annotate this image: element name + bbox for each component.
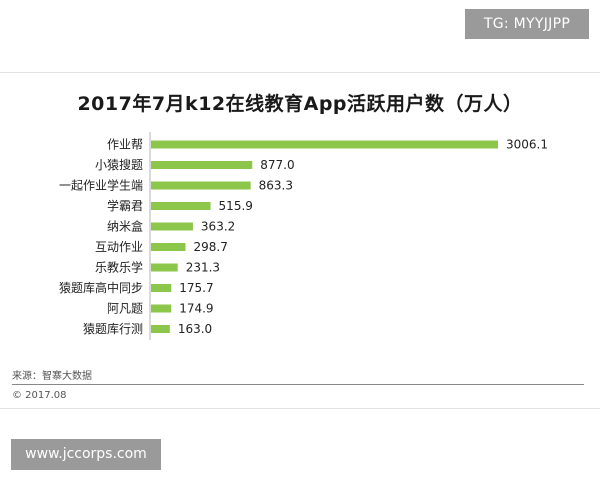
category-label: 一起作业学生端: [59, 178, 143, 193]
copyright-note: © 2017.08: [12, 390, 67, 401]
value-label: 515.9: [219, 199, 253, 213]
footer-divider: [12, 384, 584, 385]
category-label: 纳米盒: [107, 219, 143, 234]
value-label: 877.0: [260, 158, 294, 172]
value-label: 163.0: [178, 322, 212, 336]
category-label: 互动作业: [95, 240, 143, 254]
bar: [151, 202, 211, 210]
bar: [151, 284, 172, 292]
category-label: 阿凡题: [107, 302, 143, 316]
value-label: 231.3: [186, 261, 220, 275]
bar: [151, 161, 253, 169]
category-label: 猿题库行测: [83, 321, 143, 336]
source-note: 来源：智寨大数据: [12, 371, 92, 382]
bar: [151, 243, 186, 251]
category-label: 小猿搜题: [95, 157, 143, 172]
bar: [151, 263, 178, 272]
value-label: 863.3: [259, 179, 293, 193]
bar-chart: 作业帮 3006.1 小猿搜题 877.0 一起作业学生端 863.3 学霸君 515.9 纳米…: [59, 132, 548, 340]
value-label: 174.9: [179, 302, 213, 316]
category-label: 猿题库高中同步: [59, 280, 143, 295]
bar: [151, 222, 193, 231]
value-label: 298.7: [193, 240, 227, 254]
chart-card: [0, 72, 600, 409]
url-watermark: www.jccorps.com: [11, 439, 161, 470]
category-label: 学霸君: [107, 198, 143, 213]
chart-title: 2017年7月k12在线教育App活跃用户数（万人）: [77, 93, 523, 115]
bar: [151, 181, 251, 190]
bar: [151, 140, 498, 149]
value-label: 3006.1: [506, 138, 548, 152]
value-label: 175.7: [179, 281, 213, 295]
category-label: 乐教乐学: [95, 260, 143, 275]
tg-watermark: TG: MYYJJPP: [465, 9, 589, 39]
category-label: 作业帮: [107, 138, 143, 152]
bar: [151, 325, 170, 333]
bar: [151, 304, 172, 313]
value-label: 363.2: [201, 220, 235, 234]
